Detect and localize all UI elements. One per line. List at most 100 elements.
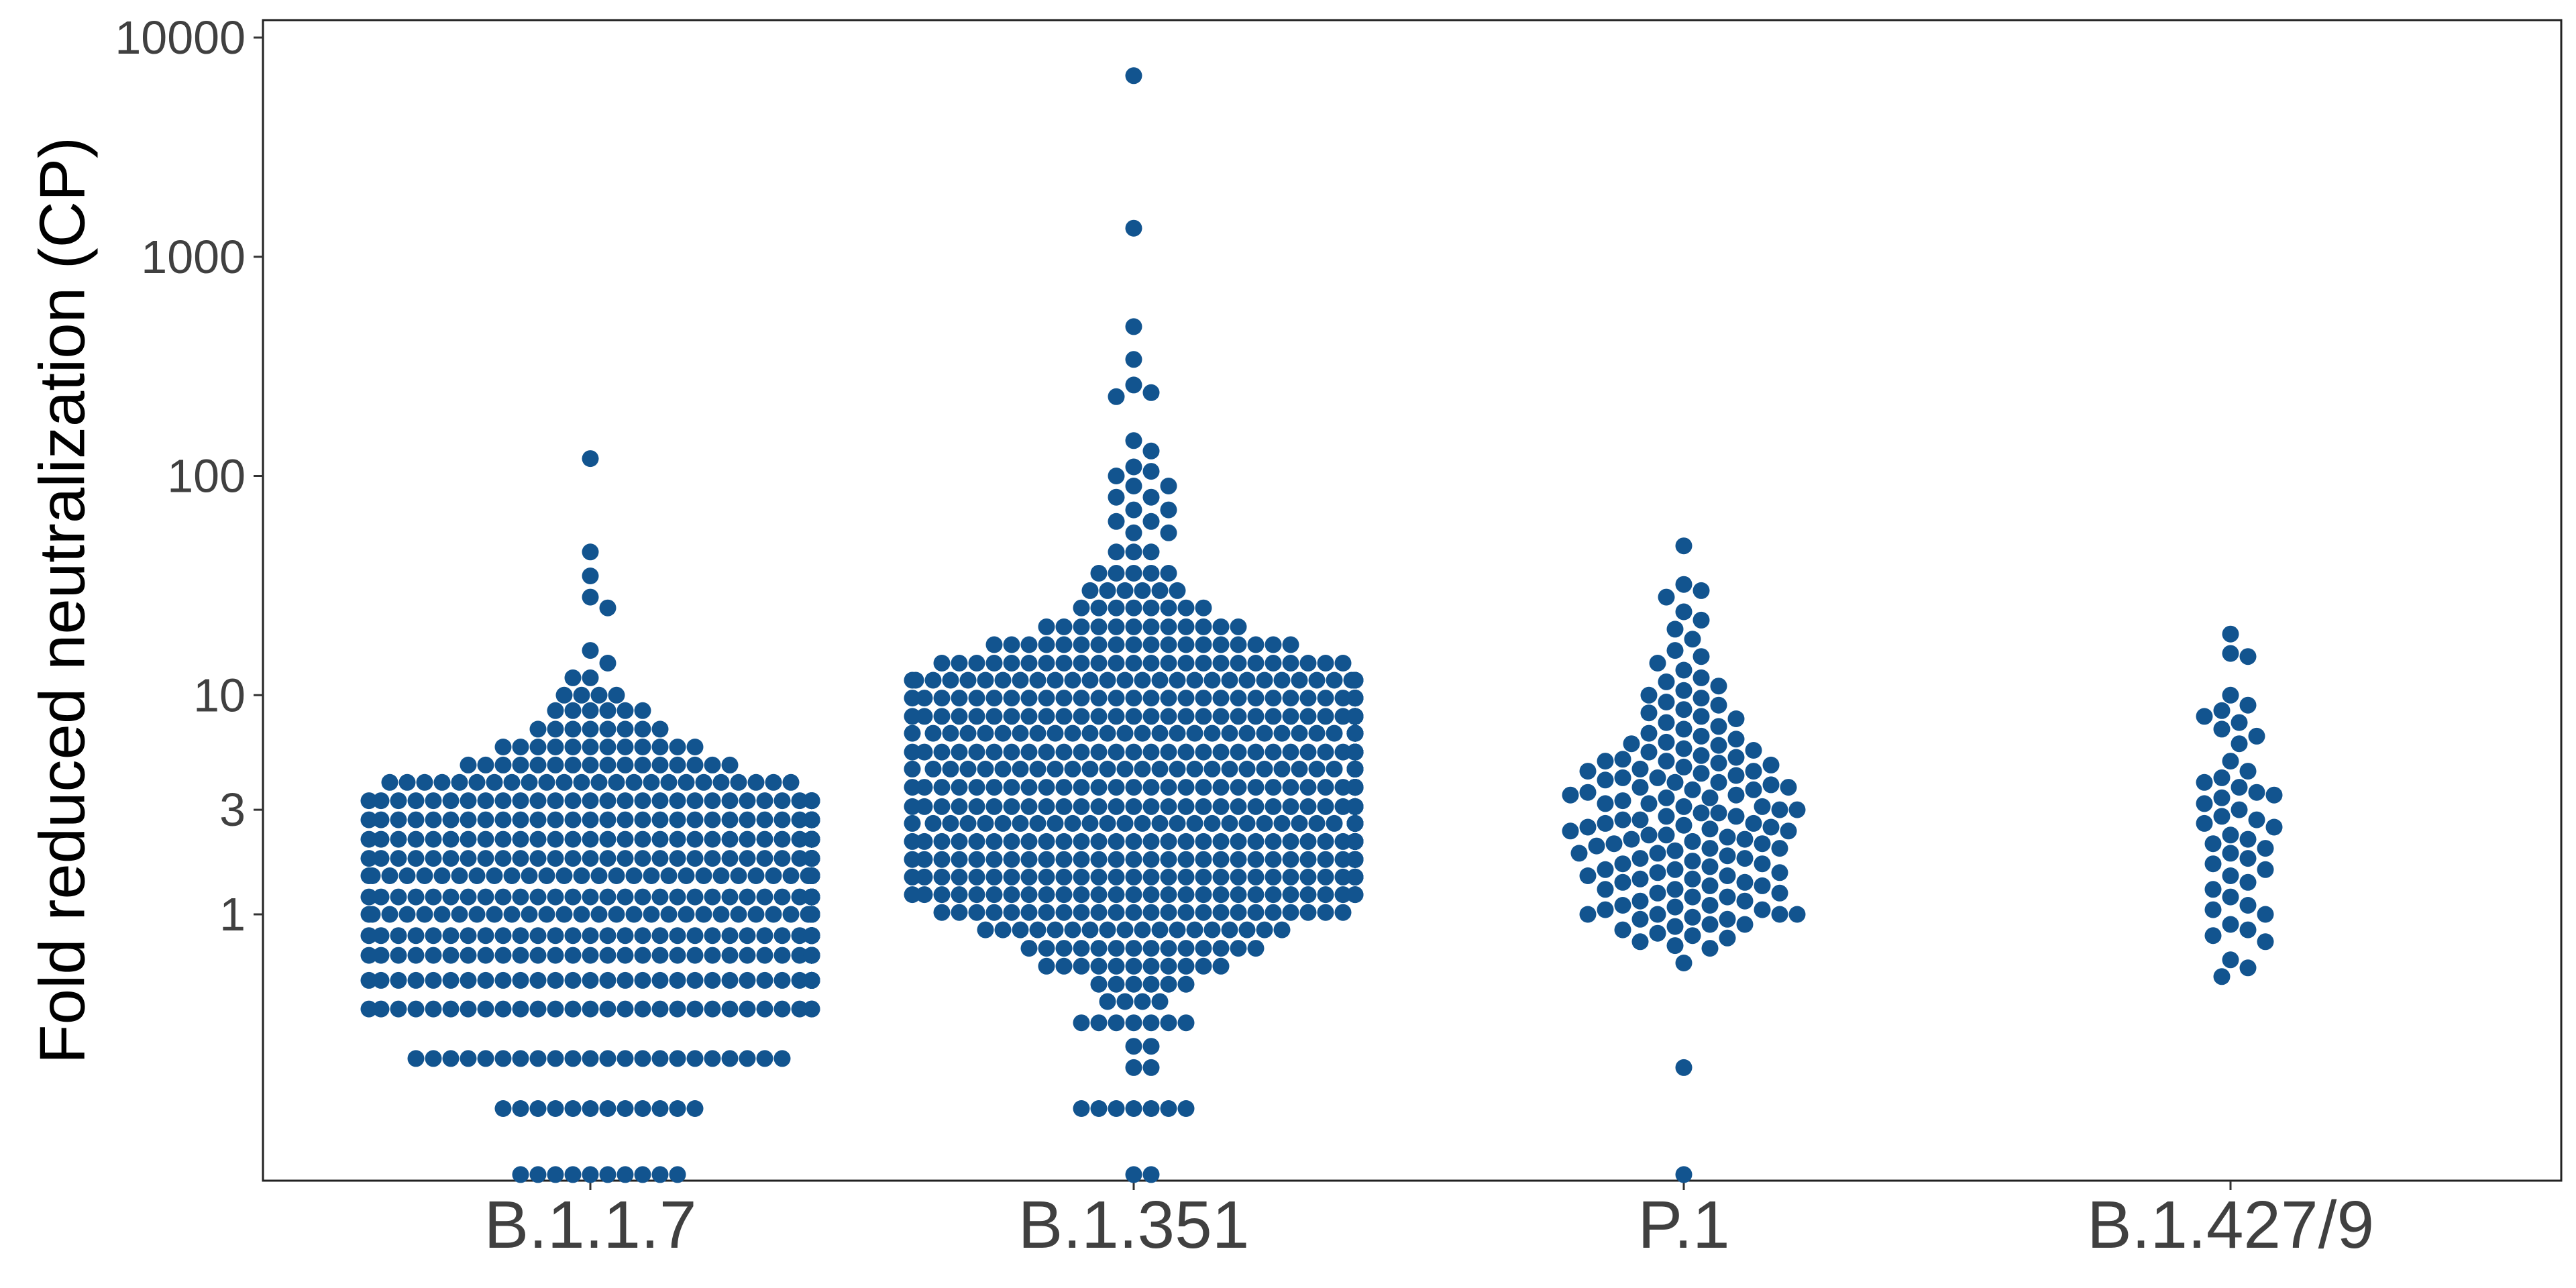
data-point-b-1-351 — [1160, 1014, 1177, 1032]
data-point-b-1-351 — [1160, 690, 1177, 707]
data-point-p-1 — [1754, 877, 1771, 894]
data-point-b-1-1-7 — [599, 739, 616, 755]
data-point-b-1-1-7 — [669, 947, 686, 964]
data-point-p-1 — [1693, 804, 1710, 822]
data-point-p-1 — [1719, 867, 1736, 884]
data-point-b-1-351 — [951, 833, 968, 850]
data-point-p-1 — [1762, 776, 1780, 794]
data-point-b-1-351 — [1212, 798, 1230, 815]
data-point-b-1-351 — [924, 724, 942, 742]
data-point-b-1-351 — [942, 672, 959, 689]
data-point-b-1-351 — [1177, 599, 1195, 616]
data-point-p-1 — [1754, 798, 1771, 815]
data-point-b-1-351 — [1169, 672, 1186, 689]
data-point-b-1-1-7 — [791, 1000, 808, 1018]
data-point-b-1-351 — [1142, 690, 1160, 707]
data-point-p-1 — [1684, 833, 1701, 850]
data-point-b-1-351 — [1125, 868, 1142, 885]
data-point-b-1-351 — [1195, 904, 1212, 921]
data-point-b-1-351 — [1247, 904, 1265, 921]
data-point-b-1-1-7 — [634, 1000, 651, 1018]
data-point-b-1-1-7 — [616, 927, 634, 945]
data-point-b-1-1-7 — [599, 792, 616, 810]
data-point-b-1-351 — [1238, 921, 1256, 938]
data-point-b-1-351 — [1299, 708, 1317, 725]
data-point-b-1-351 — [1108, 388, 1125, 405]
data-point-b-1-1-7 — [791, 888, 808, 906]
data-point-b-1-351 — [1090, 565, 1108, 582]
data-point-b-1-351 — [1046, 724, 1064, 742]
data-point-p-1 — [1675, 1166, 1693, 1183]
data-point-b-1-351 — [1142, 599, 1160, 616]
data-point-b-1-351 — [1160, 524, 1177, 541]
data-point-b-1-351 — [968, 655, 985, 672]
data-point-b-1-1-7 — [477, 792, 494, 810]
data-point-b-1-351 — [1125, 1166, 1142, 1183]
data-point-b-1-351 — [1346, 851, 1364, 868]
data-point-b-1-351 — [1012, 814, 1029, 832]
data-point-b-1-1-7 — [494, 888, 512, 906]
data-point-b-1-427-9 — [2213, 769, 2231, 786]
data-point-b-1-351 — [1064, 814, 1081, 832]
data-point-b-1-351 — [1247, 655, 1265, 672]
data-point-b-1-351 — [1020, 743, 1038, 761]
data-point-b-1-427-9 — [2231, 735, 2248, 753]
data-point-b-1-1-7 — [468, 773, 486, 791]
data-point-b-1-351 — [1195, 708, 1212, 725]
data-point-b-1-1-7 — [555, 773, 573, 791]
data-point-b-1-1-7 — [372, 830, 390, 848]
data-point-b-1-1-7 — [460, 756, 477, 773]
data-point-b-1-1-7 — [360, 927, 378, 945]
data-point-b-1-1-7 — [529, 1000, 547, 1018]
data-point-b-1-351 — [977, 724, 994, 742]
data-point-b-1-351 — [1177, 743, 1195, 761]
data-point-p-1 — [1658, 673, 1675, 690]
data-point-b-1-1-7 — [634, 1050, 651, 1067]
data-point-b-1-351 — [1125, 376, 1142, 394]
data-point-b-1-351 — [1273, 814, 1291, 832]
data-point-b-1-427-9 — [2239, 830, 2257, 848]
data-point-b-1-1-7 — [407, 811, 425, 828]
data-point-b-1-351 — [1230, 743, 1247, 761]
data-point-b-1-1-7 — [460, 971, 477, 989]
data-point-b-1-1-7 — [616, 830, 634, 848]
data-point-b-1-1-7 — [739, 927, 756, 945]
data-point-b-1-1-7 — [529, 1050, 547, 1067]
data-point-b-1-351 — [1299, 690, 1317, 707]
data-point-b-1-351 — [1177, 833, 1195, 850]
data-point-p-1 — [1614, 897, 1631, 914]
data-point-b-1-1-7 — [616, 739, 634, 755]
data-point-b-1-427-9 — [2196, 814, 2213, 832]
data-point-b-1-1-7 — [416, 867, 433, 884]
data-point-b-1-351 — [933, 690, 951, 707]
data-point-b-1-351 — [1273, 921, 1291, 938]
data-point-p-1 — [1614, 873, 1631, 891]
data-point-p-1 — [1614, 921, 1631, 938]
data-point-b-1-1-7 — [739, 971, 756, 989]
data-point-b-1-1-7 — [564, 888, 582, 906]
data-point-b-1-351 — [1090, 940, 1108, 957]
data-point-b-1-351 — [1090, 599, 1108, 616]
data-point-b-1-1-7 — [643, 906, 660, 923]
data-point-b-1-351 — [1142, 904, 1160, 921]
data-point-b-1-1-7 — [582, 756, 599, 773]
data-point-b-1-1-7 — [564, 947, 582, 964]
data-point-b-1-351 — [1291, 760, 1308, 777]
data-point-b-1-351 — [1160, 798, 1177, 815]
data-point-b-1-351 — [1195, 599, 1212, 616]
data-point-p-1 — [1701, 877, 1719, 894]
data-point-b-1-351 — [1177, 636, 1195, 653]
data-point-b-1-351 — [1125, 1059, 1142, 1076]
data-point-b-1-351 — [1160, 743, 1177, 761]
data-point-b-1-351 — [1116, 921, 1134, 938]
data-point-b-1-351 — [1090, 636, 1108, 653]
data-point-b-1-351 — [1299, 868, 1317, 885]
data-point-b-1-351 — [1177, 868, 1195, 885]
data-point-p-1 — [1745, 781, 1762, 798]
data-point-b-1-351 — [1142, 655, 1160, 672]
data-point-b-1-1-7 — [625, 867, 643, 884]
data-point-b-1-1-7 — [773, 927, 791, 945]
data-point-p-1 — [1736, 850, 1754, 867]
data-point-b-1-1-7 — [651, 1100, 669, 1117]
data-point-p-1 — [1631, 870, 1649, 888]
